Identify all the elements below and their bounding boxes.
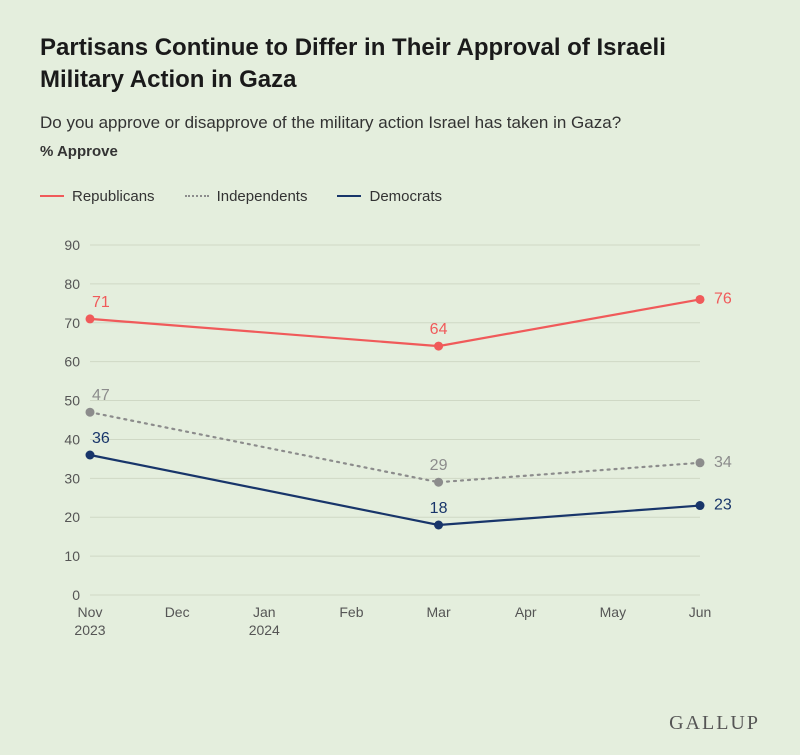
- svg-text:18: 18: [430, 500, 448, 517]
- svg-text:70: 70: [64, 315, 80, 331]
- svg-text:47: 47: [92, 387, 110, 404]
- legend-label-dem: Democrats: [369, 188, 442, 205]
- svg-text:40: 40: [64, 431, 80, 447]
- svg-text:23: 23: [714, 496, 732, 513]
- gallup-logo: GALLUP: [669, 712, 760, 735]
- svg-text:2024: 2024: [249, 622, 280, 638]
- svg-text:10: 10: [64, 548, 80, 564]
- legend-republicans: Republicans: [40, 188, 155, 205]
- svg-text:May: May: [600, 604, 626, 620]
- chart-container: 0 10 20 30 40 50 60 70 80 90 Nov 2023 Dec Jan 2024 Feb M…: [40, 235, 760, 655]
- legend-label-rep: Republicans: [72, 188, 155, 205]
- svg-text:0: 0: [72, 587, 80, 603]
- legend-line-ind: [185, 195, 209, 197]
- svg-text:34: 34: [714, 454, 732, 471]
- legend-line-dem: [337, 195, 361, 197]
- svg-text:71: 71: [92, 294, 110, 311]
- svg-text:Mar: Mar: [427, 604, 451, 620]
- svg-text:20: 20: [64, 509, 80, 525]
- svg-text:50: 50: [64, 392, 80, 408]
- svg-text:30: 30: [64, 470, 80, 486]
- legend: Republicans Independents Democrats: [40, 188, 760, 205]
- legend-line-rep: [40, 195, 64, 197]
- svg-text:90: 90: [64, 237, 80, 253]
- legend-independents: Independents: [185, 188, 308, 205]
- svg-text:64: 64: [430, 321, 448, 338]
- line-chart: 0 10 20 30 40 50 60 70 80 90 Nov 2023 Dec Jan 2024 Feb M…: [40, 235, 760, 655]
- svg-text:Dec: Dec: [165, 604, 190, 620]
- svg-text:Apr: Apr: [515, 604, 537, 620]
- svg-text:80: 80: [64, 276, 80, 292]
- svg-text:Jun: Jun: [689, 604, 712, 620]
- svg-text:Nov: Nov: [78, 604, 103, 620]
- legend-label-ind: Independents: [217, 188, 308, 205]
- svg-text:Feb: Feb: [339, 604, 363, 620]
- svg-text:2023: 2023: [74, 622, 105, 638]
- approve-label: % Approve: [40, 143, 760, 160]
- chart-subtitle: Do you approve or disapprove of the mili…: [40, 113, 760, 133]
- svg-text:Jan: Jan: [253, 604, 276, 620]
- legend-democrats: Democrats: [337, 188, 442, 205]
- chart-title: Partisans Continue to Differ in Their Ap…: [40, 32, 740, 97]
- svg-text:29: 29: [430, 457, 448, 474]
- svg-text:36: 36: [92, 430, 110, 447]
- svg-text:60: 60: [64, 353, 80, 369]
- svg-text:76: 76: [714, 290, 732, 307]
